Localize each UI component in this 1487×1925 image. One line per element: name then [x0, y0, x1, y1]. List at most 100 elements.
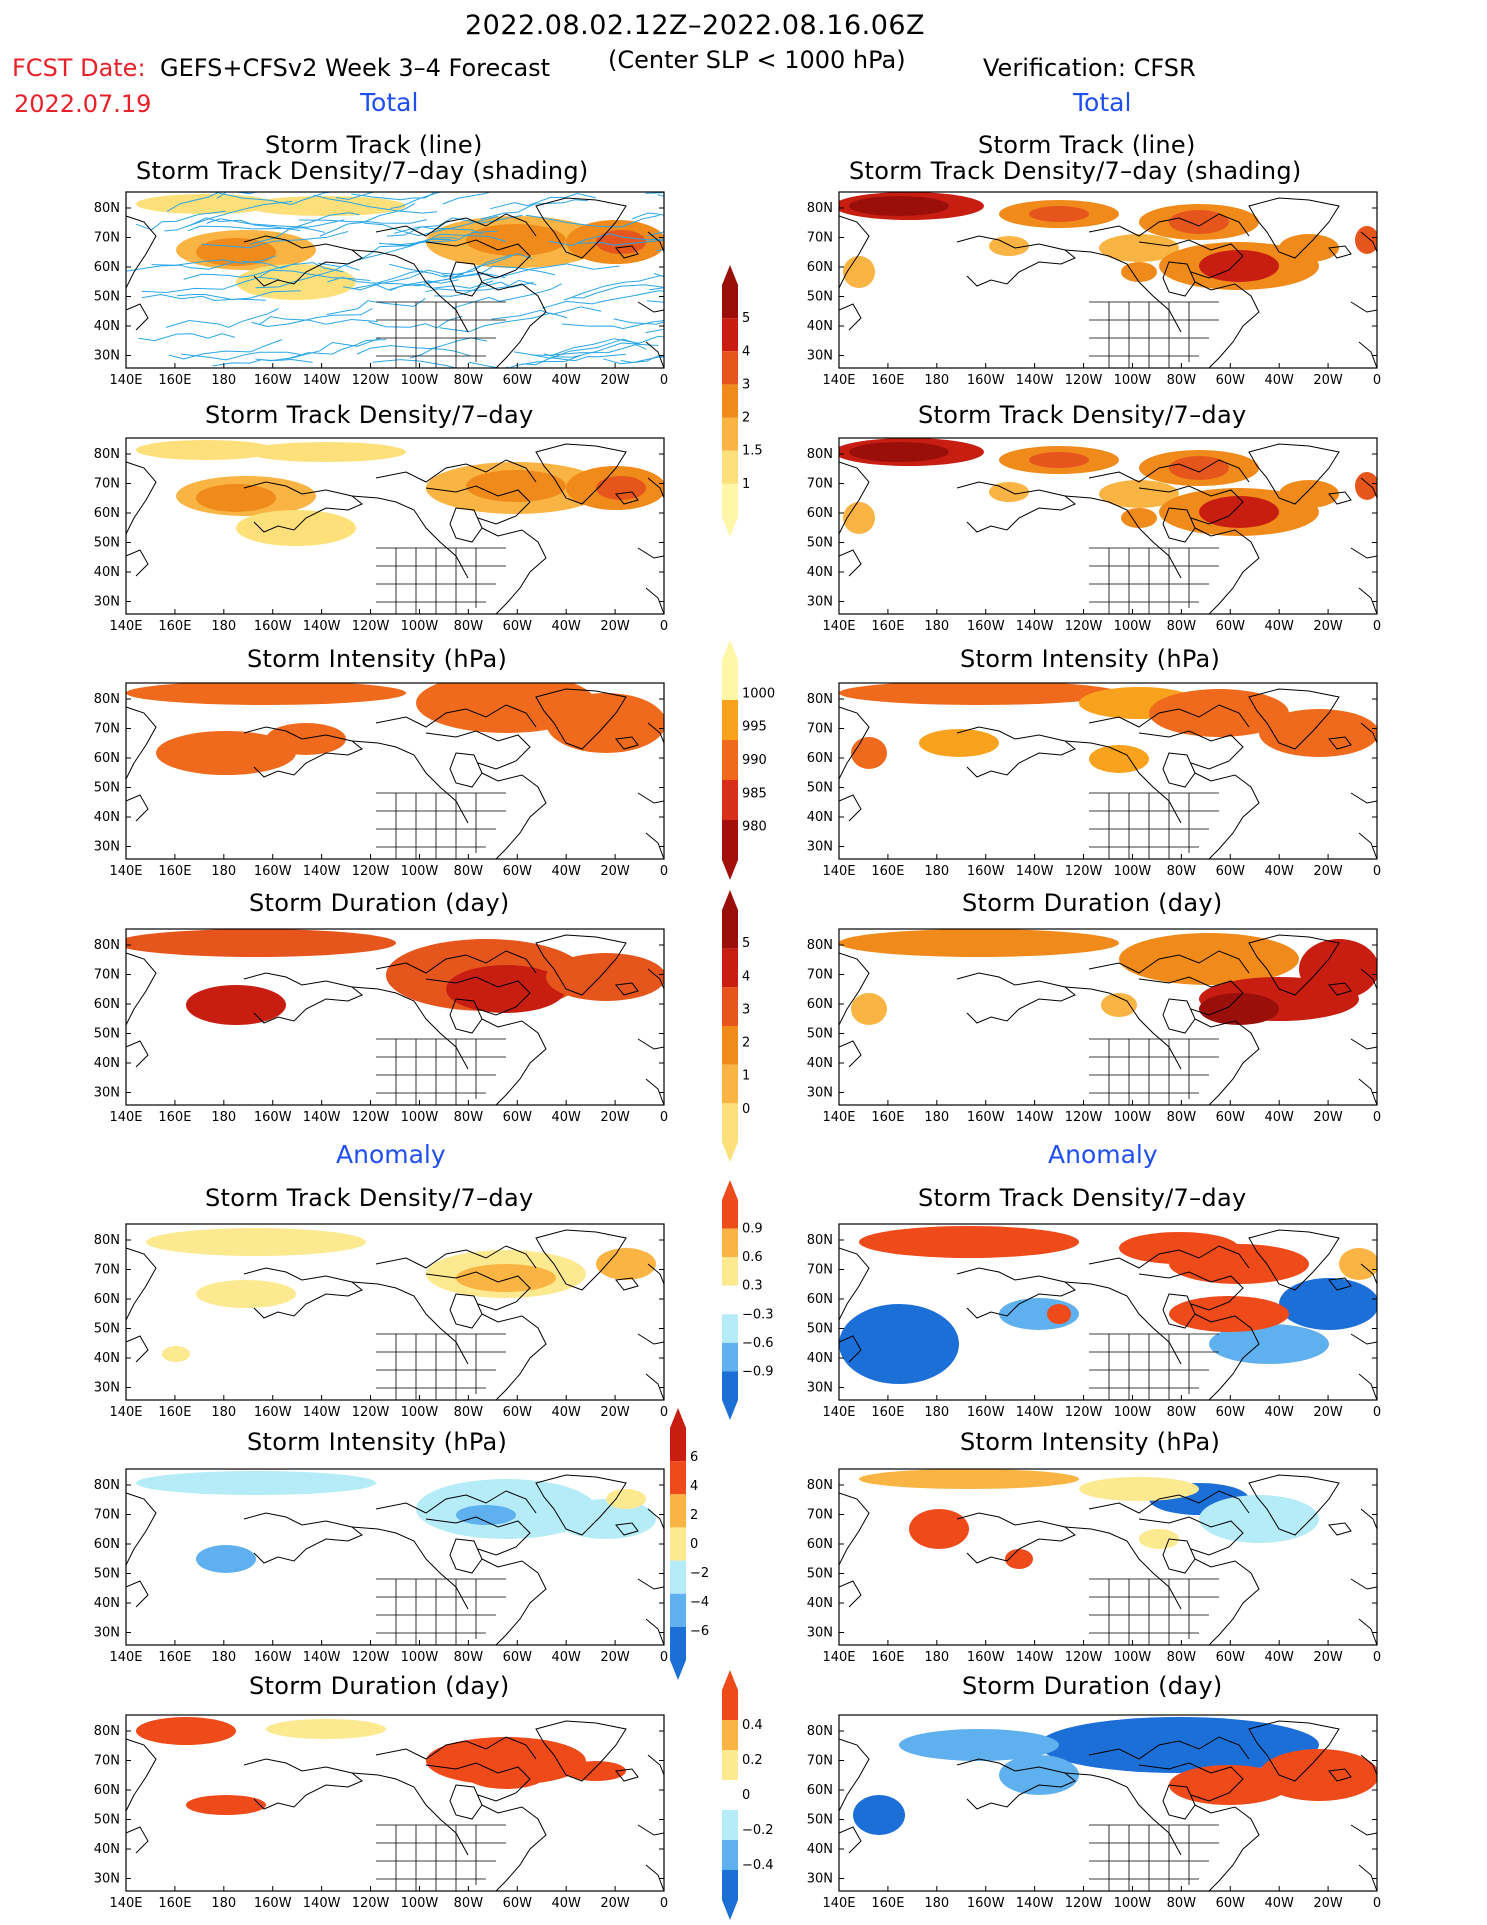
colorbar-duration: 5 4 3 2 1 0 [720, 890, 780, 1166]
verification-map-row5-shading [839, 1226, 1377, 1384]
lon-label: 20W [600, 619, 630, 634]
lon-label: 60W [503, 373, 533, 388]
us-state-borders [1089, 1333, 1219, 1400]
shading-cell [919, 729, 999, 757]
lon-label: 140W [1016, 373, 1054, 388]
forecast-map-row1-shading [126, 192, 664, 368]
lon-label: 100W [401, 1405, 439, 1420]
colorbar-label: 2 [742, 411, 750, 426]
us-state-borders [1089, 792, 1219, 859]
lat-label: 50N [807, 536, 833, 551]
us-state-borders [376, 1578, 506, 1645]
shading-cell [136, 1717, 236, 1745]
verification-map-row2: 80N 70N 60N 50N 40N 30N 140E 160E 180 160W 140W 120… [789, 436, 1387, 642]
shading-cell [839, 929, 1119, 957]
lon-label: 60W [503, 1896, 533, 1911]
shading-cell [899, 1729, 1059, 1761]
plot-frame [125, 1468, 665, 1646]
lon-label: 60W [503, 1110, 533, 1125]
shading-cell [859, 1226, 1079, 1258]
lon-label: 20W [600, 1110, 630, 1125]
colorbar-label: 995 [742, 720, 767, 735]
lon-label: 20W [1313, 619, 1343, 634]
lon-label: 140W [303, 864, 341, 879]
shading-cell [1101, 993, 1137, 1017]
lat-label: 70N [807, 1263, 833, 1278]
lon-label: 80W [1167, 864, 1197, 879]
shading-cell [196, 484, 276, 512]
plot-frame [838, 437, 1378, 615]
shading-cell [849, 196, 949, 216]
lat-label: 50N [807, 1567, 833, 1582]
verification-map-row1: 80N 70N 60N 50N 40N 30N 140E 160E 180 160W 140W 120… [789, 190, 1387, 396]
model-title: GEFS+CFSv2 Week 3–4 Forecast [160, 54, 551, 82]
shading-cell [466, 224, 566, 256]
lat-label: 40N [807, 319, 833, 334]
shading-cell [1099, 480, 1179, 508]
lat-label: 40N [807, 565, 833, 580]
lon-label: 120W [352, 1650, 390, 1665]
shading-cell [1199, 1495, 1319, 1543]
shading-cell [1209, 1324, 1329, 1364]
lon-label: 60W [1216, 1405, 1246, 1420]
colorbar-label: 980 [742, 820, 767, 835]
lat-label: 30N [94, 1626, 120, 1641]
lon-label: 80W [454, 1405, 484, 1420]
lat-label: 40N [807, 1842, 833, 1857]
lon-label: 160W [254, 1405, 292, 1420]
verification-map-row4-shading [839, 929, 1377, 1025]
lon-label: 160E [158, 1650, 191, 1665]
lon-label: 0 [660, 1650, 668, 1665]
lon-label: 20W [600, 1405, 630, 1420]
panel-1-left-title1: Storm Track (line) [265, 131, 483, 159]
lat-label: 80N [807, 1233, 833, 1248]
shading-cell [1119, 1232, 1239, 1264]
forecast-map-row3: 80N 70N 60N 50N 40N 30N 140E 160E 180 160W 140W 120… [76, 681, 674, 887]
lon-label: 140W [303, 1405, 341, 1420]
verification-map-row1-shading [839, 192, 1377, 290]
lon-label: 160W [254, 1110, 292, 1125]
colorbar-anom-duration: 0.4 0.2 0 −0.2 −0.4 [720, 1670, 780, 1924]
lon-label: 180 [211, 1650, 236, 1665]
lon-label: 20W [600, 1650, 630, 1665]
plot-frame [838, 191, 1378, 369]
lon-label: 160W [254, 864, 292, 879]
coastlines [126, 443, 664, 614]
forecast-map-row4-shading [126, 929, 664, 1025]
lat-label: 80N [807, 1724, 833, 1739]
lon-label: 60W [503, 1650, 533, 1665]
colorbar-label: −0.2 [742, 1823, 774, 1838]
lon-label: 160W [967, 1110, 1005, 1125]
shading-cell [606, 1489, 646, 1509]
lon-label: 20W [1313, 1896, 1343, 1911]
lon-label: 20W [600, 1896, 630, 1911]
colorbar-label: 1.5 [742, 444, 763, 459]
lon-label: 120W [1065, 1650, 1103, 1665]
plot-frame [125, 928, 665, 1106]
shading-cell [839, 1304, 959, 1384]
colorbar-label: 6 [690, 1450, 698, 1465]
shading-cell [1029, 206, 1089, 222]
lat-label: 80N [807, 938, 833, 953]
lon-label: 140W [1016, 1896, 1054, 1911]
lon-label: 180 [211, 1896, 236, 1911]
forecast-map-row6-shading [136, 1471, 656, 1573]
lat-label: 50N [94, 1567, 120, 1582]
us-state-borders [1089, 1038, 1219, 1105]
fcst-date-value: 2022.07.19 [14, 90, 152, 118]
lon-label: 100W [401, 373, 439, 388]
panel-4-left-title: Storm Duration (day) [249, 889, 510, 917]
lon-label: 180 [211, 1110, 236, 1125]
lat-label: 30N [807, 349, 833, 364]
colorbar-label: 0.2 [742, 1753, 763, 1768]
lon-label: 160E [871, 1405, 904, 1420]
lat-label: 50N [94, 1813, 120, 1828]
shading-cell [246, 196, 406, 216]
lon-label: 140W [303, 1110, 341, 1125]
lon-label: 100W [1114, 1896, 1152, 1911]
forecast-map-row5: 80N 70N 60N 50N 40N 30N 140E 160E 180 160W 140W 120… [76, 1222, 674, 1428]
coastlines [126, 934, 664, 1105]
lon-label: 100W [1114, 1405, 1152, 1420]
lat-label: 70N [94, 477, 120, 492]
lon-label: 180 [924, 1650, 949, 1665]
